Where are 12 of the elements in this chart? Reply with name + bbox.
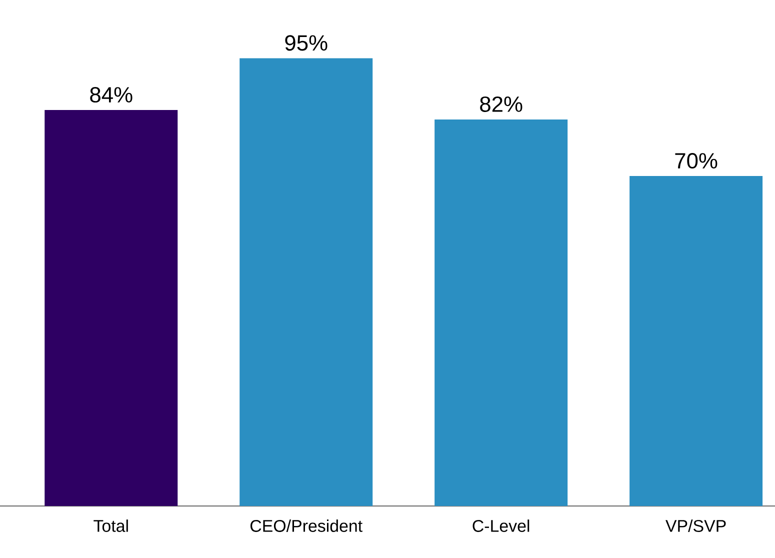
data-label: 82%: [480, 96, 522, 112]
x-tick-label: Total: [94, 520, 128, 532]
bar: [434, 119, 568, 506]
bar: [240, 58, 373, 506]
data-label: 95%: [285, 35, 328, 51]
bar: [44, 110, 178, 506]
x-tick-label: VP/SVP: [666, 520, 726, 532]
x-tick-label: C-Level: [472, 520, 530, 532]
bar: [630, 176, 763, 506]
data-label: 84%: [90, 87, 132, 103]
x-tick-label: CEO/President: [250, 520, 362, 532]
data-label: 70%: [675, 153, 718, 169]
